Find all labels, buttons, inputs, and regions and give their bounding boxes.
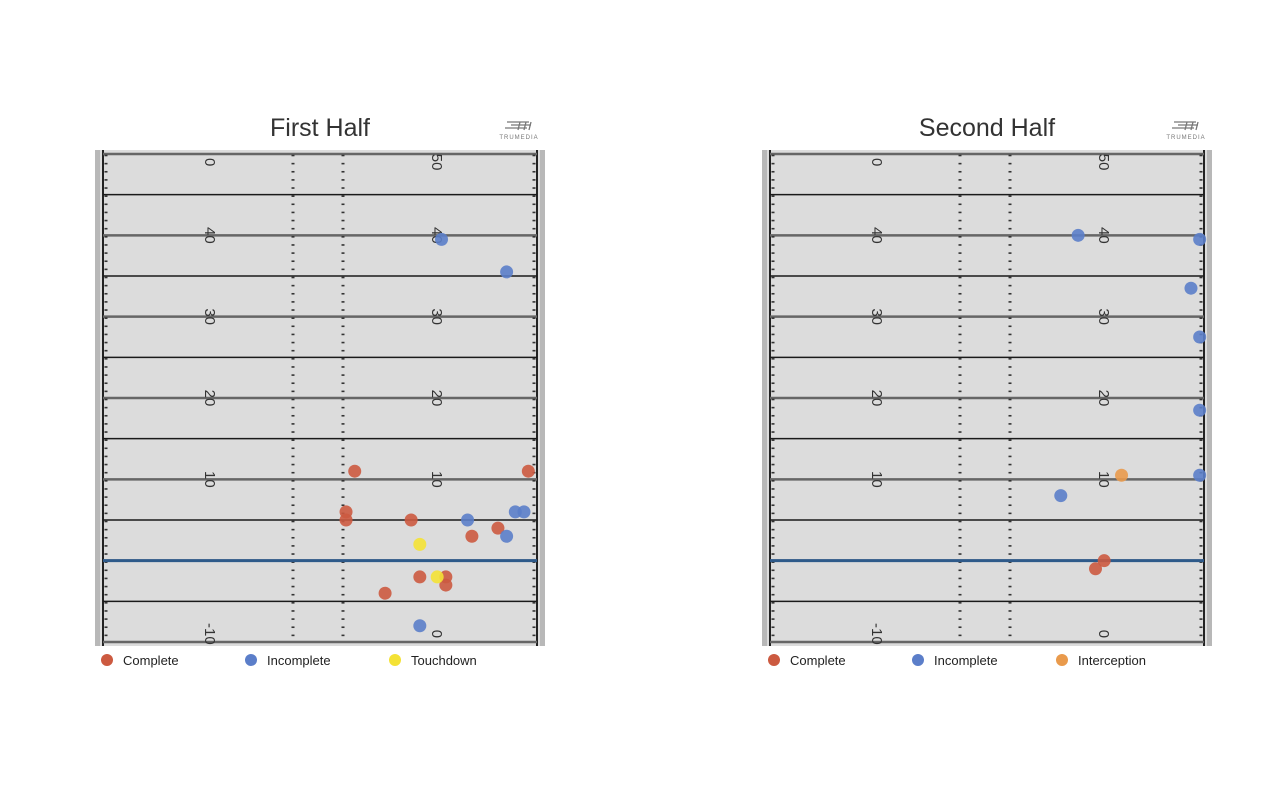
point-touchdown <box>413 537 427 551</box>
point-incomplete <box>500 529 514 543</box>
trumedia-logo-mark-icon <box>1172 121 1199 131</box>
point-complete <box>439 578 453 592</box>
point-incomplete <box>500 265 514 279</box>
yard-number-label: 40 <box>201 227 218 244</box>
point-complete <box>339 513 353 527</box>
trumedia-logo: TRUMEDIA <box>493 118 545 146</box>
point-complete <box>465 529 479 543</box>
legend-item: Complete <box>101 650 179 670</box>
point-incomplete <box>435 232 449 246</box>
trumedia-logo-mark-icon <box>505 121 532 131</box>
point-incomplete <box>1071 228 1085 242</box>
yard-number-label: 30 <box>201 308 218 325</box>
yard-number-label: 20 <box>201 390 218 407</box>
legend-item: Interception <box>1056 650 1146 670</box>
second-half-panel: Second Half TRUMEDIA 0 50 40 40 30 30 20 20 10 10… <box>762 110 1212 680</box>
field-svg: 0 50 40 40 30 30 20 20 10 10 -10 0 <box>762 150 1212 646</box>
panel-title: First Half <box>270 114 370 142</box>
legend-dot-interception <box>1056 654 1068 666</box>
point-complete <box>378 586 392 600</box>
point-incomplete <box>1184 281 1198 295</box>
legend-dot-touchdown <box>389 654 401 666</box>
sideline-strip-right <box>540 150 545 646</box>
yard-number-label: 0 <box>201 158 218 166</box>
legend-item: Touchdown <box>389 650 477 670</box>
point-complete <box>1089 562 1102 576</box>
yard-number-label: 30 <box>1095 308 1112 325</box>
legend-dot-complete <box>101 654 113 666</box>
point-complete <box>348 464 362 478</box>
yard-number-label: 30 <box>868 308 885 325</box>
yard-number-label: 40 <box>868 227 885 244</box>
yard-number-label: 0 <box>868 158 885 166</box>
yard-number-label: 10 <box>1095 471 1112 488</box>
point-incomplete <box>1193 403 1207 417</box>
point-interception <box>1115 468 1129 482</box>
legend-label: Touchdown <box>411 652 477 668</box>
point-incomplete <box>461 513 475 527</box>
legend-item: Incomplete <box>245 650 331 670</box>
yard-number-label: 10 <box>868 471 885 488</box>
yard-number-label: 10 <box>428 471 445 488</box>
legend-label: Interception <box>1078 652 1146 668</box>
yard-number-label: 0 <box>1095 630 1112 638</box>
yard-number-label: 20 <box>1095 390 1112 407</box>
legend: Complete Incomplete Touchdown <box>101 650 545 670</box>
sideline-strip-left <box>762 150 767 646</box>
trumedia-logo: TRUMEDIA <box>1160 118 1212 146</box>
legend-item: Incomplete <box>912 650 998 670</box>
point-complete <box>404 513 418 527</box>
legend-item: Complete <box>768 650 846 670</box>
yard-number-label: 10 <box>201 471 218 488</box>
point-complete <box>1097 554 1111 568</box>
point-incomplete <box>413 619 427 633</box>
yard-number-label: 20 <box>868 390 885 407</box>
point-complete <box>413 570 427 584</box>
yard-number-label: 20 <box>428 390 445 407</box>
legend: Complete Incomplete Interception <box>768 650 1212 670</box>
sideline-strip-left <box>95 150 100 646</box>
point-incomplete <box>1193 468 1207 482</box>
point-incomplete <box>1193 330 1207 344</box>
legend-dot-incomplete <box>245 654 257 666</box>
legend-dot-complete <box>768 654 780 666</box>
logo-text: TRUMEDIA <box>1166 135 1206 141</box>
yard-number-label: 50 <box>428 154 445 171</box>
sideline-strip-right <box>1207 150 1212 646</box>
panel-title: Second Half <box>918 114 1056 142</box>
yard-number-label: -10 <box>201 623 218 645</box>
field-chart: 0 50 40 40 30 30 20 20 10 10 -10 0 <box>762 150 1212 646</box>
point-incomplete <box>517 505 531 519</box>
yard-number-label: 0 <box>428 630 445 638</box>
legend-label: Incomplete <box>267 652 331 668</box>
yard-number-label: -10 <box>868 623 885 645</box>
point-incomplete <box>1193 232 1207 246</box>
point-complete <box>491 521 505 535</box>
legend-dot-incomplete <box>912 654 924 666</box>
point-incomplete <box>1054 489 1068 503</box>
point-touchdown <box>430 570 444 584</box>
legend-label: Complete <box>790 652 846 668</box>
yard-number-label: 30 <box>428 308 445 325</box>
yard-number-label: 40 <box>1095 227 1112 244</box>
logo-text: TRUMEDIA <box>499 135 539 141</box>
yard-number-label: 50 <box>1095 154 1112 171</box>
point-complete <box>521 464 535 478</box>
legend-label: Complete <box>123 652 179 668</box>
legend-label: Incomplete <box>934 652 998 668</box>
first-half-panel: First Half TRUMEDIA 0504040303020201010-… <box>95 110 545 680</box>
